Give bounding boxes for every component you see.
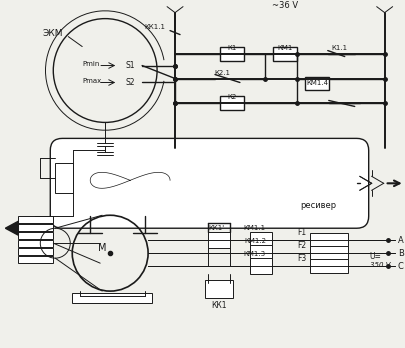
Bar: [305, 77, 329, 90]
Text: Pmin: Pmin: [82, 61, 100, 66]
Polygon shape: [360, 183, 372, 190]
Text: К1: К1: [227, 45, 237, 50]
Bar: [310, 246, 348, 260]
Bar: [250, 245, 272, 261]
Text: S2: S2: [126, 78, 135, 87]
Polygon shape: [5, 221, 18, 235]
Text: КМ1.3: КМ1.3: [244, 251, 266, 257]
Bar: [18, 224, 53, 231]
Text: 350 V: 350 V: [370, 262, 390, 268]
Text: КМ1.2: КМ1.2: [244, 238, 266, 244]
Text: КК1.1: КК1.1: [145, 24, 166, 30]
Bar: [18, 240, 53, 247]
Text: F1: F1: [297, 228, 306, 237]
Text: C: C: [398, 262, 403, 271]
Text: КМ1: КМ1: [277, 45, 292, 50]
Bar: [250, 258, 272, 274]
Bar: [310, 259, 348, 273]
Bar: [18, 232, 53, 239]
Text: К2.1: К2.1: [214, 70, 230, 76]
Bar: [72, 293, 152, 303]
Bar: [205, 280, 233, 298]
Text: A: A: [398, 236, 403, 245]
Bar: [18, 216, 53, 223]
Bar: [208, 232, 230, 248]
Text: КМ1.1: КМ1.1: [244, 225, 266, 231]
Bar: [18, 248, 53, 255]
Text: КК1: КК1: [211, 301, 227, 310]
Bar: [250, 232, 272, 248]
Text: ~36 V: ~36 V: [272, 1, 298, 10]
Text: КК1': КК1': [208, 225, 224, 231]
Text: К1.1: К1.1: [332, 45, 348, 50]
Bar: [220, 47, 244, 61]
Text: КМ1.4: КМ1.4: [307, 80, 329, 87]
Polygon shape: [360, 176, 372, 183]
Bar: [220, 96, 244, 110]
FancyBboxPatch shape: [50, 139, 369, 228]
Text: F3: F3: [297, 254, 307, 263]
Bar: [273, 47, 297, 61]
Text: К2: К2: [227, 94, 237, 101]
Text: М: М: [98, 243, 107, 253]
Bar: [310, 233, 348, 247]
Text: ЭКМ: ЭКМ: [42, 29, 62, 38]
Text: S1: S1: [126, 61, 135, 70]
Text: ресивер: ресивер: [300, 201, 336, 210]
Text: Pmax: Pmax: [82, 78, 102, 84]
Text: F2: F2: [297, 241, 306, 250]
Bar: [55, 163, 73, 193]
Text: B: B: [398, 249, 403, 258]
Bar: [18, 256, 53, 263]
Text: U=: U=: [370, 252, 382, 261]
